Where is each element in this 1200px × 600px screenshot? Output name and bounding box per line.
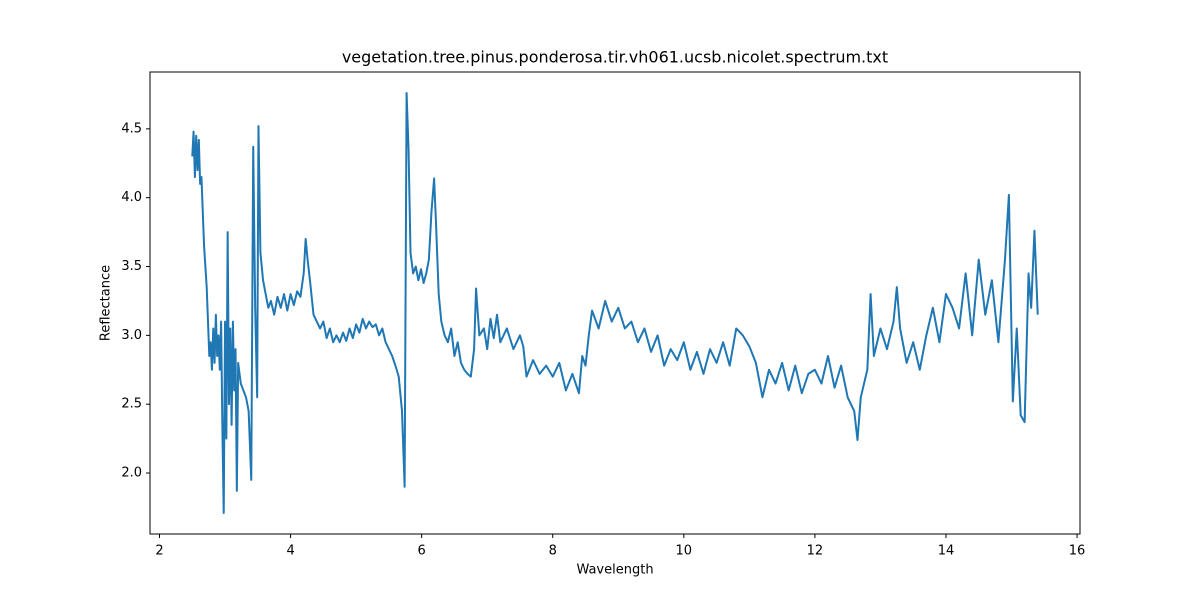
x-tick-label: 16: [1069, 544, 1086, 559]
x-tick-label: 8: [549, 544, 557, 559]
x-tick-label: 6: [418, 544, 426, 559]
y-tick-label: 2.0: [121, 466, 142, 481]
x-tick-label: 4: [286, 544, 294, 559]
spectrum-line: [191, 92, 1039, 514]
y-tick-label: 3.5: [121, 259, 142, 274]
chart-title: vegetation.tree.pinus.ponderosa.tir.vh06…: [342, 48, 888, 67]
y-tick-label: 3.0: [121, 328, 142, 343]
x-tick-label: 2: [155, 544, 163, 559]
plot-frame: [149, 71, 1081, 535]
x-tick-label: 12: [807, 544, 824, 559]
y-tick-label: 4.0: [121, 190, 142, 205]
x-axis-label: Wavelength: [576, 563, 653, 578]
y-axis-label: Reflectance: [99, 265, 114, 341]
y-tick-label: 2.5: [121, 397, 142, 412]
y-tick-label: 4.5: [121, 121, 142, 136]
x-tick-label: 14: [938, 544, 955, 559]
x-tick-label: 10: [676, 544, 693, 559]
